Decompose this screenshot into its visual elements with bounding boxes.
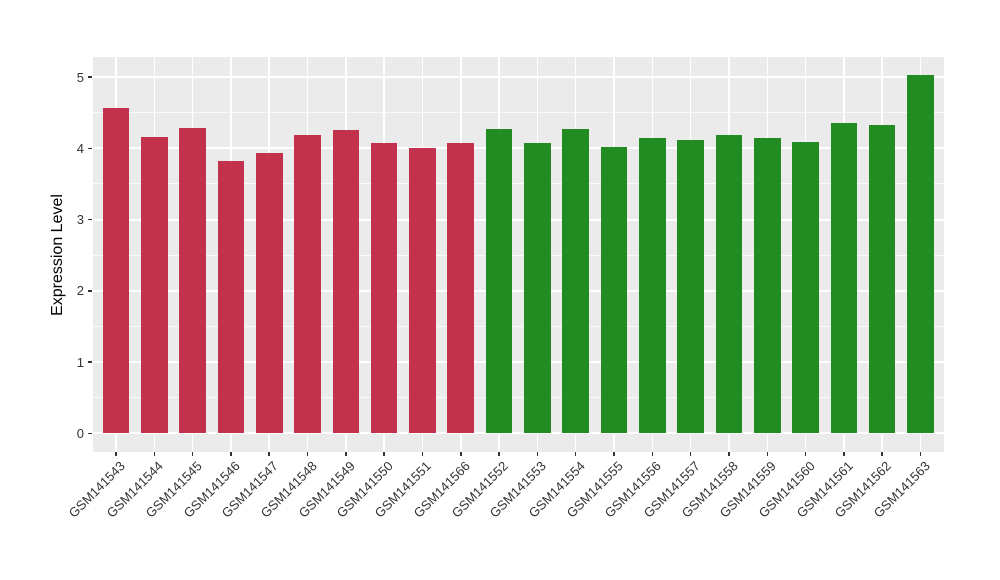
x-tick [651, 452, 654, 456]
bar-GSM141563 [907, 74, 934, 434]
x-tick [843, 452, 845, 456]
bar-GSM141553 [524, 143, 551, 434]
y-tick [88, 147, 92, 149]
x-tick [306, 452, 309, 456]
x-tick [689, 452, 692, 456]
bar-GSM141546 [217, 161, 245, 434]
x-tick [728, 452, 730, 456]
x-tick [115, 452, 117, 456]
major-gridline [93, 218, 944, 221]
y-tick [88, 290, 92, 292]
x-tick [881, 452, 883, 456]
y-tick-label: 0 [76, 425, 84, 441]
minor-gridline [93, 254, 944, 256]
bar-GSM141545 [179, 128, 206, 434]
major-gridline [93, 432, 944, 435]
bar-GSM141556 [639, 137, 666, 434]
x-tick [536, 452, 539, 456]
major-gridline [93, 147, 944, 150]
bar-GSM141552 [485, 129, 513, 434]
x-tick [766, 452, 769, 456]
x-tick [804, 452, 807, 456]
bar-GSM141560 [792, 141, 819, 434]
y-tick-label: 2 [76, 283, 84, 299]
x-tick [613, 452, 615, 456]
x-tick [268, 452, 270, 456]
bar-GSM141559 [753, 138, 781, 434]
major-gridline [93, 289, 944, 292]
y-tick-label: 4 [76, 140, 84, 156]
major-gridline [93, 361, 944, 364]
bar-GSM141561 [830, 123, 858, 434]
x-tick [460, 452, 462, 456]
bar-GSM141548 [294, 135, 321, 434]
bar-GSM141550 [370, 142, 398, 434]
y-tick [88, 361, 92, 363]
major-gridline [93, 76, 944, 78]
y-tick-label: 3 [76, 212, 84, 228]
x-tick [153, 452, 156, 456]
bar-GSM141554 [562, 129, 589, 434]
x-tick [191, 452, 194, 456]
x-tick [919, 452, 922, 456]
y-tick [88, 76, 92, 78]
bar-GSM141557 [677, 139, 704, 434]
minor-gridline [93, 183, 944, 185]
x-tick [574, 452, 577, 456]
bar-GSM141549 [332, 129, 360, 434]
y-tick [88, 218, 92, 221]
bar-GSM141562 [868, 125, 896, 434]
x-tick [498, 452, 500, 456]
minor-gridline [93, 397, 944, 399]
bar-GSM141551 [409, 148, 436, 434]
x-tick [421, 452, 424, 456]
y-tick [88, 432, 92, 435]
bar-GSM141555 [600, 146, 628, 434]
minor-gridline [93, 325, 944, 327]
x-tick [230, 452, 232, 456]
y-tick-label: 5 [76, 69, 84, 85]
bar-GSM141566 [447, 143, 475, 434]
x-tick [345, 452, 347, 456]
bar-GSM141558 [715, 134, 743, 434]
bar-GSM141543 [102, 108, 130, 434]
plot-panel [93, 57, 944, 452]
bar-GSM141544 [141, 136, 168, 434]
y-tick-label: 1 [76, 354, 84, 370]
bar-GSM141547 [255, 152, 283, 434]
x-tick [383, 452, 385, 456]
minor-gridline [93, 112, 944, 114]
